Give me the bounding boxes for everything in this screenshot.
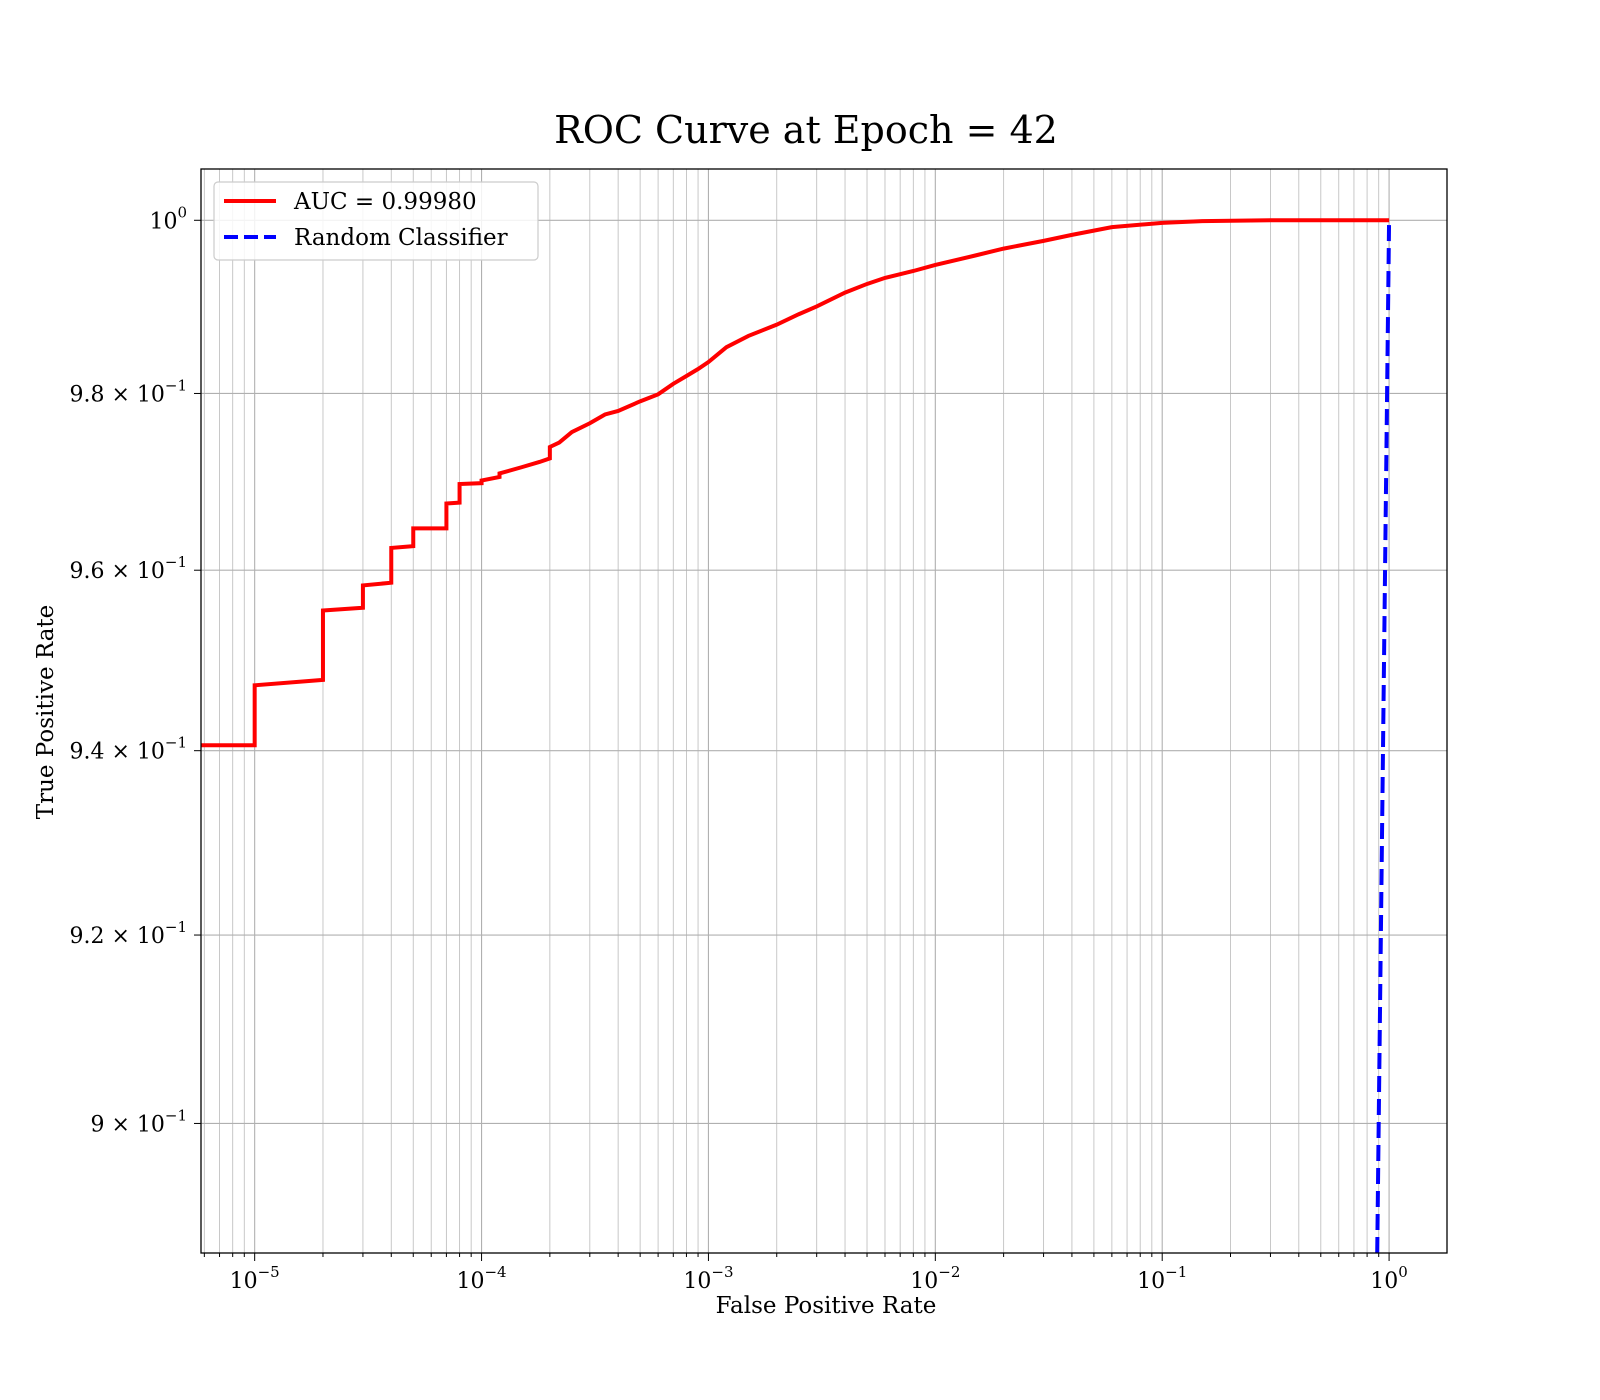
plot-frame [200,168,1448,1254]
chart-title: ROC Curve at Epoch = 42 [554,108,1058,152]
y-tick-label-1: 9.2 × 10−1 [69,918,187,949]
legend-box [213,181,539,261]
y-tick-label-2: 9.4 × 10−1 [69,734,187,765]
tick-labels: 10−5 10−4 10−3 10−2 10−1 100 9 × 10−1 9.2 × 10−… [69,203,1407,1294]
y-tick-label-0: 9 × 10−1 [90,1106,187,1137]
x-tick-label-1: 10−4 [456,1263,506,1294]
legend-label-random: Random Classifier [294,225,508,251]
series-lines [201,218,1392,1253]
x-tick-label-3: 10−2 [910,1263,960,1294]
x-axis-label: False Positive Rate [716,1293,937,1319]
legend-label-auc: AUC = 0.99980 [293,189,477,215]
y-axis-label: True Positive Rate [33,605,59,820]
y-tick-label-5: 100 [149,203,187,234]
series-line-1 [1375,220,1392,1253]
x-tick-label-0: 10−5 [230,1263,280,1294]
legend: AUC = 0.99980 Random Classifier [213,181,539,261]
x-tick-label-4: 10−1 [1137,1263,1187,1294]
y-tick-label-3: 9.6 × 10−1 [69,553,187,584]
grid-lines [201,169,1447,1253]
x-tick-label-2: 10−3 [683,1263,733,1294]
x-tick-label-5: 100 [1370,1263,1408,1294]
y-tick-label-4: 9.8 × 10−1 [69,376,187,407]
series-line-0 [201,218,1390,748]
